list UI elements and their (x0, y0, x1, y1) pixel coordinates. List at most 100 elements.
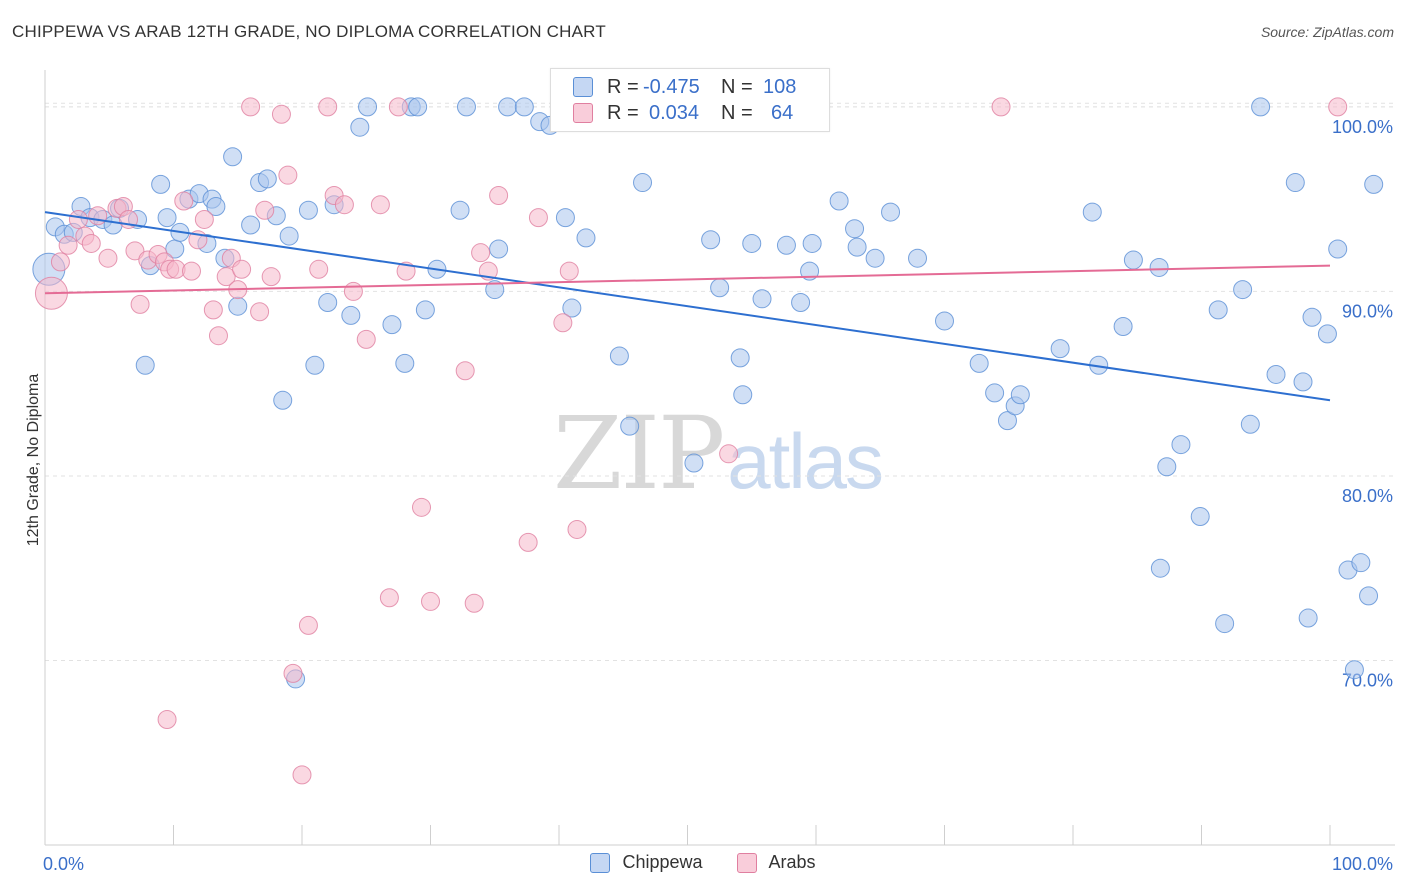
point-chippewa (1208, 300, 1228, 320)
point-chippewa (1251, 97, 1271, 117)
watermark-zip: ZIP (553, 395, 725, 512)
point-arabs (388, 97, 408, 117)
series-legend-swatch-arabs (736, 852, 757, 873)
point-arabs (98, 248, 118, 268)
point-chippewa (1344, 660, 1364, 680)
point-chippewa (135, 355, 155, 375)
point-arabs (1328, 97, 1348, 117)
point-chippewa (620, 416, 640, 436)
point-chippewa (733, 385, 753, 405)
point-chippewa (228, 296, 248, 316)
series-legend-swatch-chippewa (590, 852, 611, 873)
point-chippewa (450, 200, 470, 220)
point-chippewa (1082, 202, 1102, 222)
x-tick-label: 0.0% (43, 854, 84, 874)
point-arabs (250, 302, 270, 322)
trendline-chippewa (44, 211, 1331, 402)
point-chippewa (1293, 372, 1313, 392)
y-tick-label: 100.0% (1332, 117, 1393, 137)
point-chippewa (865, 248, 885, 268)
point-arabs (991, 97, 1011, 117)
point-chippewa (514, 97, 534, 117)
point-arabs (292, 765, 312, 785)
point-chippewa (684, 453, 704, 473)
point-chippewa (1302, 307, 1322, 327)
point-chippewa (257, 169, 277, 189)
point-chippewa (151, 174, 171, 194)
point-chippewa (1233, 280, 1253, 300)
point-chippewa (382, 315, 402, 335)
point-arabs (528, 208, 548, 228)
point-arabs (81, 233, 101, 253)
series-legend-chippewa: Chippewa (590, 852, 703, 873)
point-chippewa (1149, 257, 1169, 277)
point-arabs (241, 97, 261, 117)
point-chippewa (498, 97, 518, 117)
point-chippewa (1157, 457, 1177, 477)
point-chippewa (1285, 173, 1305, 193)
point-chippewa (576, 228, 596, 248)
point-chippewa (1190, 507, 1210, 527)
point-arabs (255, 200, 275, 220)
point-chippewa (408, 97, 428, 117)
point-chippewa (710, 278, 730, 298)
y-tick-label: 90.0% (1342, 301, 1393, 321)
point-chippewa (908, 248, 928, 268)
point-chippewa (752, 289, 772, 309)
point-chippewa (350, 117, 370, 137)
legend-n-value: 64 (771, 101, 794, 124)
point-arabs (208, 326, 228, 346)
point-chippewa (273, 390, 293, 410)
point-arabs (518, 532, 538, 552)
point-arabs (471, 243, 491, 263)
point-chippewa (791, 293, 811, 312)
point-arabs (455, 361, 475, 381)
point-chippewa (881, 202, 901, 222)
legend-r-label: R = (607, 101, 639, 124)
point-chippewa (829, 191, 849, 211)
point-chippewa (395, 353, 415, 373)
point-chippewa (341, 305, 361, 325)
point-chippewa (415, 300, 435, 320)
point-arabs (194, 209, 214, 229)
point-chippewa (969, 353, 989, 373)
point-arabs (298, 615, 318, 635)
point-arabs (343, 281, 363, 301)
point-chippewa (935, 311, 954, 331)
point-arabs (464, 593, 484, 613)
point-chippewa (1215, 614, 1235, 634)
y-tick-label: 80.0% (1342, 486, 1393, 506)
point-chippewa (489, 239, 509, 259)
point-chippewa (241, 215, 261, 235)
point-chippewa (1113, 316, 1133, 336)
legend-r-value: 0.034 (649, 101, 700, 124)
point-chippewa (633, 173, 653, 193)
point-chippewa (802, 233, 822, 253)
point-arabs (283, 663, 303, 683)
point-chippewa (305, 355, 325, 375)
point-chippewa (1150, 558, 1170, 578)
point-arabs (157, 710, 177, 730)
point-arabs (88, 206, 108, 226)
point-chippewa (279, 226, 299, 246)
point-arabs (271, 104, 291, 124)
point-chippewa (157, 208, 177, 228)
point-arabs (58, 235, 78, 255)
legend-row-arabs: R = 0.034 N = 64 (573, 101, 793, 125)
point-arabs (130, 294, 150, 314)
legend-swatch-chippewa (573, 77, 593, 97)
legend-n-value: 108 (763, 75, 797, 98)
point-arabs (356, 329, 376, 349)
point-chippewa (1266, 364, 1286, 384)
point-arabs (553, 313, 573, 333)
series-legend-arabs: Arabs (736, 852, 816, 873)
legend-swatch-arabs (573, 103, 593, 123)
point-arabs (421, 591, 440, 611)
legend-row-chippewa: R = -0.475 N = 108 (573, 75, 796, 99)
point-chippewa (206, 197, 226, 217)
point-arabs (261, 267, 281, 287)
point-arabs (203, 300, 223, 320)
point-arabs (334, 195, 354, 215)
point-chippewa (1317, 324, 1337, 344)
